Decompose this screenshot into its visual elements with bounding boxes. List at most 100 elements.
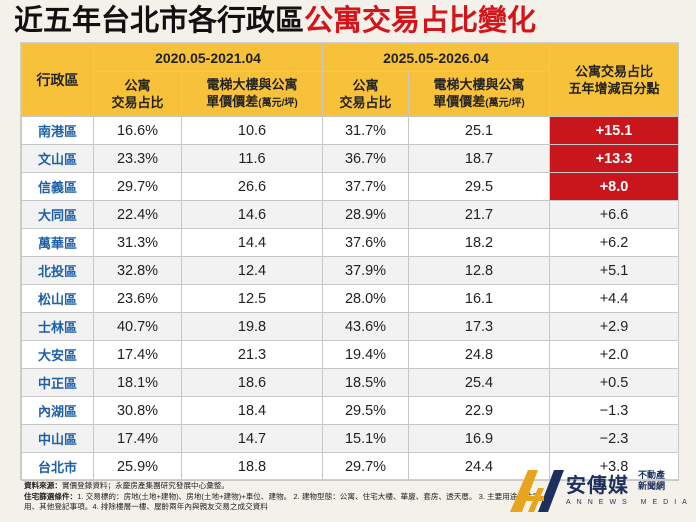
cell-change: +15.1 (549, 116, 679, 145)
cell-share1: 17.4% (93, 424, 182, 453)
cell-change: +6.2 (549, 228, 679, 257)
table-row: 中正區 18.1% 18.6 18.5% 25.4 +0.5 (21, 368, 679, 397)
table-row: 北投區 32.8% 12.4 37.9% 12.8 +5.1 (21, 256, 679, 285)
cell-diff1: 18.8 (181, 452, 323, 481)
cell-diff1: 18.4 (181, 396, 323, 425)
cell-change: +2.9 (549, 312, 679, 341)
title-part-1: 近五年台北市各行政區 (14, 5, 305, 37)
header-diff-2: 電梯大樓與公寓 單價價差(萬元/坪) (408, 71, 550, 117)
cell-share2: 37.6% (322, 228, 409, 257)
cell-diff2: 25.1 (408, 116, 550, 145)
cell-share1: 16.6% (93, 116, 182, 145)
header-share-2-line2: 交易占比 (339, 95, 392, 110)
header-share-1: 公寓 交易占比 (93, 71, 182, 117)
cell-share1: 17.4% (93, 340, 182, 369)
logo-sub: ANNEWS MEDIA (566, 499, 693, 506)
cell-change: +3.8 (549, 452, 679, 481)
table-row: 中山區 17.4% 14.7 15.1% 16.9 −2.3 (21, 424, 679, 453)
cell-diff2: 25.4 (408, 368, 550, 397)
cell-district: 大安區 (21, 340, 94, 369)
cell-share2: 37.9% (322, 256, 409, 285)
annews-logo-mark-icon (510, 470, 564, 512)
logo-brand: 安傳媒 (566, 475, 629, 497)
table-row: 信義區 29.7% 26.6 37.7% 29.5 +8.0 (21, 172, 679, 201)
header-change-line2: 五年增減百分點 (568, 81, 660, 96)
table-row: 松山區 23.6% 12.5 28.0% 16.1 +4.4 (21, 284, 679, 313)
cell-diff1: 26.6 (181, 172, 323, 201)
cell-district: 內湖區 (21, 396, 94, 425)
header-diff-2-line2: 單價價差 (433, 94, 486, 109)
table-row: 台北市 25.9% 18.8 29.7% 24.4 +3.8 (21, 452, 679, 481)
cell-share2: 28.9% (322, 200, 409, 229)
cell-district: 萬華區 (21, 228, 94, 257)
cell-change: +6.6 (549, 200, 679, 229)
cell-share1: 30.8% (93, 396, 182, 425)
cell-change: +2.0 (549, 340, 679, 369)
cell-diff1: 12.4 (181, 256, 323, 285)
cell-change: +0.5 (549, 368, 679, 397)
cell-diff1: 11.6 (181, 144, 323, 173)
cell-share1: 22.4% (93, 200, 182, 229)
header-share-2: 公寓 交易占比 (322, 71, 409, 117)
cell-share2: 28.0% (322, 284, 409, 313)
source-text: 實價登錄資料；永慶房產集團研究發展中心彙整。 (61, 481, 230, 490)
cell-share1: 23.6% (93, 284, 182, 313)
cell-diff2: 18.7 (408, 144, 550, 173)
header-diff-2-unit: (萬元/坪) (485, 98, 525, 109)
header-change-line1: 公寓交易占比 (574, 64, 653, 79)
cell-diff1: 18.6 (181, 368, 323, 397)
cell-share2: 15.1% (322, 424, 409, 453)
footer-notes: 資料來源：實價登錄資料；永慶房產集團研究發展中心彙整。 住宅篩選條件：1. 交易… (24, 481, 540, 513)
table-row: 大同區 22.4% 14.6 28.9% 21.7 +6.6 (21, 200, 679, 229)
cell-district: 士林區 (21, 312, 94, 341)
cell-share2: 31.7% (322, 116, 409, 145)
cell-diff2: 16.9 (408, 424, 550, 453)
header-diff-1-line2: 單價價差 (206, 94, 259, 109)
cell-share1: 40.7% (93, 312, 182, 341)
table-row: 士林區 40.7% 19.8 43.6% 17.3 +2.9 (21, 312, 679, 341)
cell-diff1: 10.6 (181, 116, 323, 145)
cell-change: +4.4 (549, 284, 679, 313)
logo-side-2: 新聞網 (638, 481, 666, 491)
logo-side-1: 不動產 (638, 470, 666, 480)
criteria-label: 住宅篩選條件： (24, 491, 78, 501)
criteria-text-2: 用、其他登記事項。4. 排除樓層一樓、屋齡兩年內與親友交易之成交資料 (24, 502, 268, 511)
cell-change: +8.0 (549, 172, 679, 201)
header-district: 行政區 (21, 43, 94, 117)
cell-diff2: 22.9 (408, 396, 550, 425)
header-diff-1-unit: (萬元/坪) (258, 98, 298, 109)
header-change: 公寓交易占比 五年增減百分點 (549, 43, 679, 117)
header-share-1-line1: 公寓 (124, 78, 151, 93)
cell-diff2: 24.8 (408, 340, 550, 369)
cell-share1: 32.8% (93, 256, 182, 285)
cell-diff1: 14.4 (181, 228, 323, 257)
table-row: 大安區 17.4% 21.3 19.4% 24.8 +2.0 (21, 340, 679, 369)
header-period-1: 2020.05-2021.04 (93, 43, 323, 72)
cell-share2: 37.7% (322, 172, 409, 201)
cell-diff1: 14.7 (181, 424, 323, 453)
cell-diff2: 29.5 (408, 172, 550, 201)
table-row: 南港區 16.6% 10.6 31.7% 25.1 +15.1 (21, 116, 679, 145)
cell-change: +5.1 (549, 256, 679, 285)
cell-share2: 36.7% (322, 144, 409, 173)
cell-share1: 18.1% (93, 368, 182, 397)
cell-district: 中正區 (21, 368, 94, 397)
cell-diff1: 12.5 (181, 284, 323, 313)
cell-change: −1.3 (549, 396, 679, 425)
cell-share1: 23.3% (93, 144, 182, 173)
table-body: 南港區 16.6% 10.6 31.7% 25.1 +15.1 文山區 23.3% 11.6 36… (21, 116, 679, 481)
criteria-text-1: 1. 交易標的：房地(土地+建物)、房地(土地+建物)+車位、建物。 2. 建物… (77, 491, 541, 501)
cell-diff2: 18.2 (408, 228, 550, 257)
cell-district: 信義區 (21, 172, 94, 201)
cell-diff1: 14.6 (181, 200, 323, 229)
header-period-2: 2025.05-2026.04 (322, 43, 550, 72)
data-table-card: 行政區 2020.05-2021.04 2025.05-2026.04 公寓交易… (20, 42, 679, 481)
source-label: 資料來源： (24, 481, 62, 490)
cell-share1: 31.3% (93, 228, 182, 257)
cell-district: 南港區 (21, 116, 94, 145)
cell-share2: 43.6% (322, 312, 409, 341)
logo-side-text: 不動產 新聞網 (638, 470, 665, 492)
title-part-2: 公寓交易占比變化 (304, 5, 537, 37)
cell-change: −2.3 (549, 424, 679, 453)
annews-logo: 安傳媒 不動產 新聞網 ANNEWS MEDIA (508, 466, 694, 520)
